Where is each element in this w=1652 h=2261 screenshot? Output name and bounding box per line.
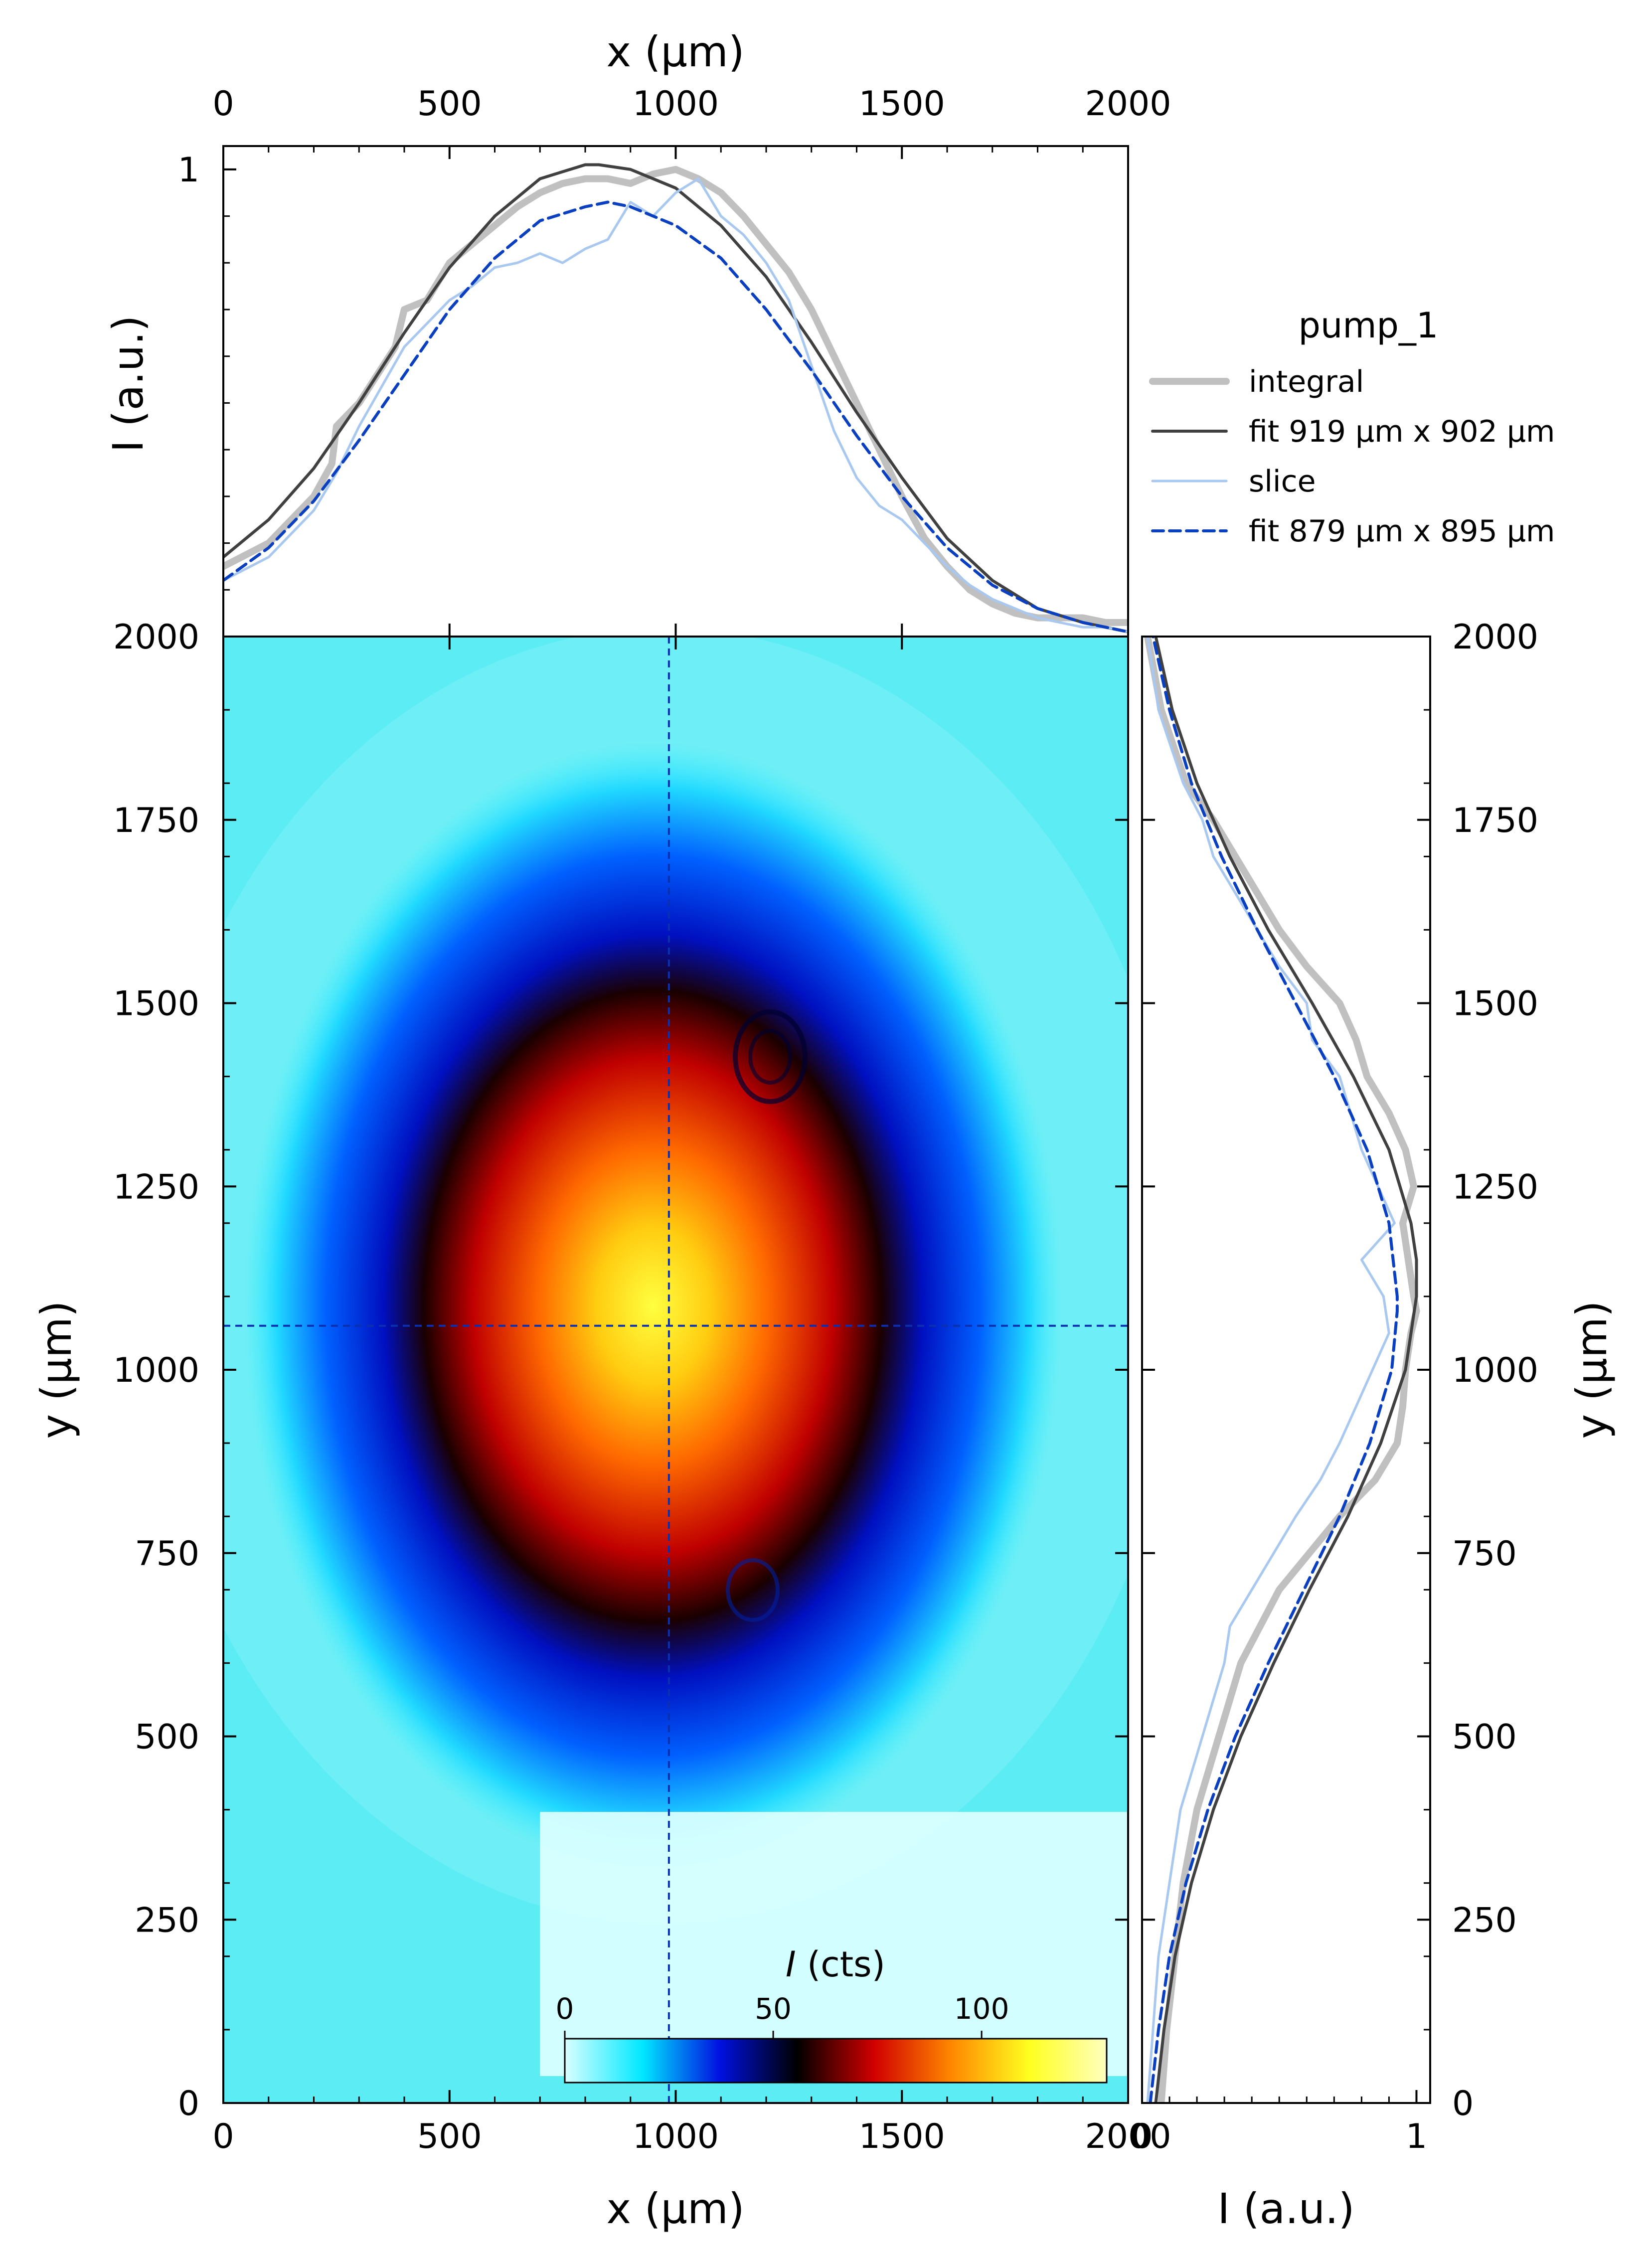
top-series-2 [223,177,1128,634]
right-profile-ytick-label: 2000 [1452,618,1538,657]
colorbar-label-symbol: I [786,1944,796,1985]
right-profile-ytick-label: 250 [1452,1901,1517,1940]
legend-label-2: slice [1249,464,1316,499]
diffraction-ring [733,1009,808,1104]
colorbar-tick-label: 50 [755,1992,792,2026]
top-series-0 [223,165,1128,626]
right-profile-lines [1144,637,1420,2103]
colorbar-ticks: 0 50 100 [556,1992,1009,2039]
legend-label-3: fit 879 μm x 895 μm [1249,514,1555,549]
right-series-1 [1154,637,1418,2103]
heatmap-ytick-label: 1250 [113,1167,199,1207]
heatmap-ytick-label: 1000 [113,1351,199,1390]
colorbar-label-unit: (cts) [796,1944,885,1985]
top-profile-xlabel: x (μm) [606,27,744,76]
top-profile-xtick-label: 500 [417,84,482,124]
heatmap-xtick-label: 1500 [859,2117,945,2156]
heatmap-ytick-label: 750 [135,1534,199,1574]
heatmap-xtick-label: 0 [212,2117,234,2156]
top-profile-xtick-label: 2000 [1085,84,1171,124]
heatmap-ylabel: y (μm) [32,1300,81,1439]
top-profile-ticks: 0 500 1000 1500 2000 1 [178,84,1171,637]
legend: pump_1 integral fit 919 μm x 902 μm slice f… [1149,305,1555,549]
top-profile-ytick-label: 1 [178,151,199,190]
colorbar-panel [540,1812,1128,2076]
right-profile-ytick-label: 750 [1452,1534,1517,1574]
top-series-1 [223,163,1128,634]
right-series-3 [1149,637,1399,2103]
right-profile-ylabel: y (μm) [1567,1300,1616,1439]
beam-spot [244,743,1062,1869]
right-profile-ytick-label: 1250 [1452,1167,1538,1207]
right-profile-xtick-label: 0 [1131,2117,1153,2156]
heatmap-ytick-label: 0 [178,2084,199,2123]
right-profile-xtick-label: 1 [1406,2117,1427,2156]
colorbar-label: I (cts) [786,1944,885,1985]
heatmap-xtick-label: 2000 [1085,2117,1171,2156]
legend-items: integral fit 919 μm x 902 μm slice fit 879 … [1149,364,1555,549]
top-profile-xtick-label: 0 [212,84,234,124]
diffraction-ring-lower [726,1558,780,1622]
top-profile-lines [223,163,1128,634]
right-profile-ytick-label: 500 [1452,1718,1517,1757]
legend-label-1: fit 919 μm x 902 μm [1249,414,1555,449]
heatmap-panel: 0 500 1000 1500 2000025050075010001250150017… [32,618,1171,2233]
right-profile-ytick-label: 1750 [1452,801,1538,840]
heatmap-xtick-label: 500 [417,2117,482,2156]
top-profile-xtick-label: 1000 [633,84,719,124]
top-profile-background [223,146,1128,637]
heatmap-xlabel: x (μm) [606,2184,744,2233]
top-profile-xtick-label: 1500 [859,84,945,124]
top-profile-panel: 0 500 1000 1500 2000 1 x (μm) I (a.u.) [104,27,1171,638]
heatmap-ytick-label: 1750 [113,801,199,840]
heatmap-ytick-label: 1500 [113,984,199,1024]
diffraction-ring-inner [748,1029,792,1085]
heatmap-ytick-label: 2000 [113,618,199,657]
heatmap-xtick-label: 1000 [633,2117,719,2156]
top-profile-ylabel: I (a.u.) [104,315,153,452]
right-profile-ytick-label: 0 [1452,2084,1474,2123]
legend-title: pump_1 [1299,305,1439,346]
right-profile-ytick-label: 1500 [1452,984,1538,1024]
colorbar-tick-label: 0 [556,1992,574,2026]
heatmap-ytick-label: 500 [135,1718,199,1757]
heatmap-ticks: 0 500 1000 1500 2000025050075010001250150017… [113,618,1171,2156]
colorbar-tick-label: 100 [954,1992,1009,2026]
right-profile-xlabel: I (a.u.) [1217,2184,1354,2233]
right-profile-ytick-label: 1000 [1452,1351,1538,1390]
colorbar [564,2038,1108,2084]
right-series-0 [1144,637,1420,2103]
top-series-3 [223,200,1128,634]
heatmap-ytick-label: 250 [135,1901,199,1940]
legend-label-0: integral [1249,364,1364,399]
right-series-2 [1146,637,1396,2103]
